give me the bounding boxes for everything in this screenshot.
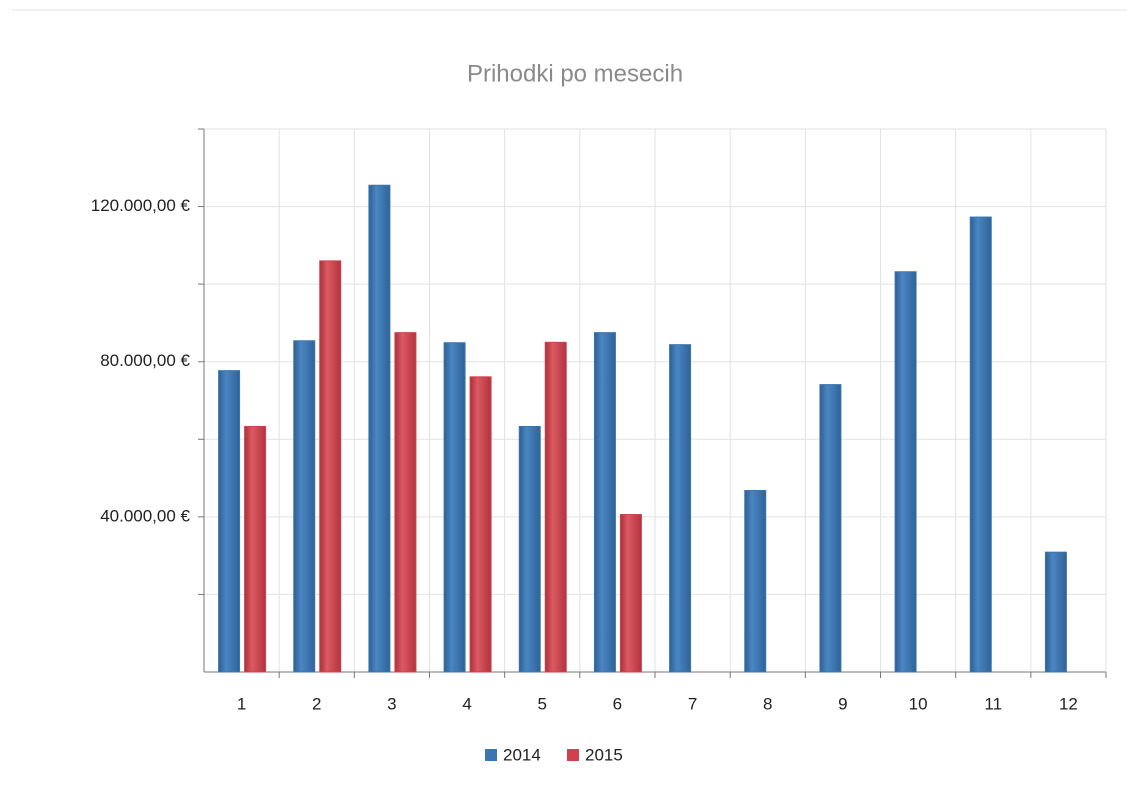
bar — [1044, 551, 1067, 673]
x-tick-label: 6 — [613, 694, 622, 713]
x-tick-label: 4 — [462, 694, 471, 713]
x-tick-label: 2 — [312, 694, 321, 713]
x-tick-label: 3 — [387, 694, 396, 713]
bar — [469, 376, 492, 673]
x-tick-label: 9 — [838, 694, 847, 713]
bar — [619, 514, 642, 673]
x-tick-label: 1 — [237, 694, 246, 713]
legend-label: 2015 — [585, 745, 623, 764]
bar — [293, 340, 316, 673]
bar — [443, 342, 466, 673]
bar — [969, 216, 992, 673]
y-tick-label: 80.000,00 € — [100, 351, 190, 370]
bar — [669, 344, 692, 673]
bar — [544, 341, 567, 673]
bar — [593, 332, 616, 673]
x-tick-label: 11 — [984, 694, 1002, 713]
x-tick-label: 12 — [1059, 694, 1078, 713]
legend-swatch — [485, 749, 497, 761]
y-tick-label: 40.000,00 € — [100, 506, 190, 525]
y-tick-label: 120.000,00 € — [91, 196, 191, 215]
x-tick-label: 10 — [909, 694, 928, 713]
x-tick-label: 7 — [688, 694, 697, 713]
bar — [518, 425, 541, 673]
legend-swatch — [567, 749, 579, 761]
bar — [244, 425, 267, 673]
bar — [394, 332, 417, 673]
legend-label: 2014 — [503, 745, 541, 764]
x-tick-label: 8 — [763, 694, 772, 713]
bar — [894, 271, 917, 673]
bar — [218, 370, 241, 673]
chart-title: Prihodki po mesecih — [467, 60, 683, 87]
bar — [744, 489, 767, 673]
bar — [368, 184, 391, 673]
x-tick-label: 5 — [538, 694, 547, 713]
bar — [319, 260, 342, 673]
bar — [819, 384, 842, 673]
